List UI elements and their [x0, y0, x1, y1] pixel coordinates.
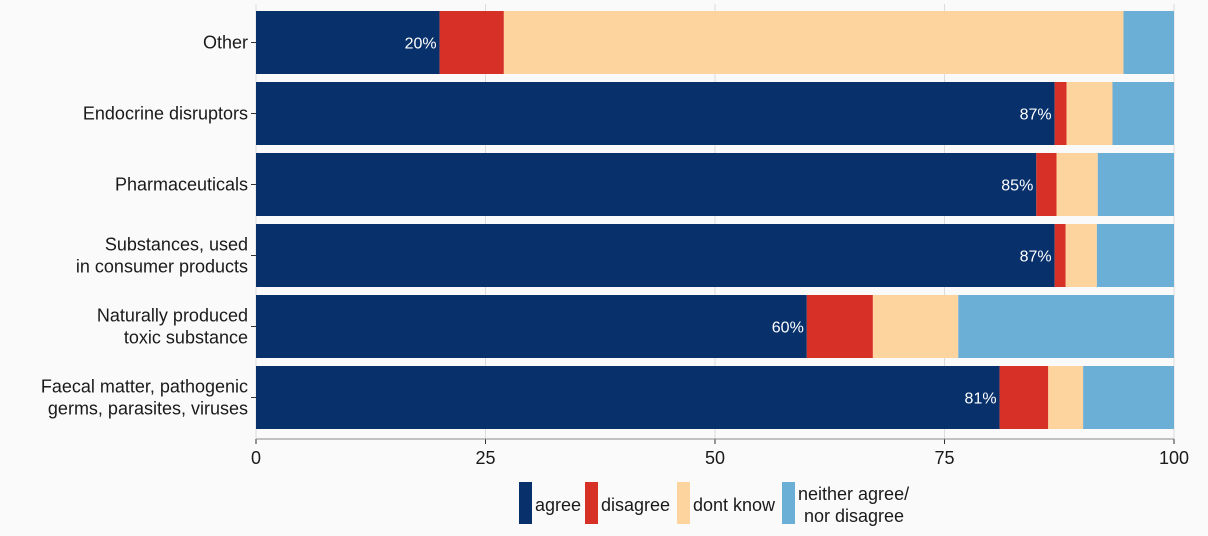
bar-disagree — [1054, 224, 1066, 287]
category-label: Other — [203, 33, 248, 53]
bar-data-label: 87% — [1020, 249, 1052, 266]
bar-neither-agree — [1083, 366, 1174, 429]
bar-neither-agree — [1096, 224, 1174, 287]
bar-disagree — [806, 295, 873, 358]
legend-swatch — [519, 482, 532, 524]
category-label: Endocrine disruptors — [83, 104, 248, 124]
bars: 20% 87% 85% 87% 60% 81% — [256, 11, 1174, 429]
x-tick-label: 25 — [475, 448, 495, 468]
bar-dont-know — [1048, 366, 1084, 429]
bar-agree — [256, 224, 1055, 287]
bar-dont-know — [503, 11, 1124, 74]
category-label: Naturally produced toxic substance — [97, 306, 248, 348]
x-tick-label: 75 — [934, 448, 954, 468]
x-axis: 0 25 50 75 100 — [251, 438, 1189, 468]
legend-label: dont know — [693, 495, 776, 515]
bar-neither-agree — [1112, 82, 1174, 145]
legend-swatch — [585, 482, 598, 524]
bar-data-label: 87% — [1020, 107, 1052, 124]
bar-disagree — [1054, 82, 1067, 145]
bar-agree — [256, 11, 440, 74]
legend-label: disagree — [601, 495, 670, 515]
category-label: Substances, used in consumer products — [76, 235, 248, 277]
legend-swatch — [782, 482, 795, 524]
bar-dont-know — [1056, 153, 1098, 216]
bar-dont-know — [1065, 224, 1097, 287]
bar-neither-agree — [1097, 153, 1174, 216]
bar-agree — [256, 295, 807, 358]
bar-data-label: 85% — [1001, 178, 1033, 195]
bar-dont-know — [872, 295, 959, 358]
legend-swatch — [677, 482, 690, 524]
bar-disagree — [439, 11, 504, 74]
legend-label: agree — [535, 495, 581, 515]
bar-data-label: 20% — [405, 36, 437, 53]
bar-agree — [256, 366, 1000, 429]
bar-agree — [256, 153, 1037, 216]
category-label: Faecal matter, pathogenic germs, parasite… — [41, 377, 248, 419]
bar-disagree — [999, 366, 1049, 429]
bar-neither-agree — [1123, 11, 1174, 74]
category-label: Pharmaceuticals — [115, 175, 248, 195]
legend: agree disagree dont know neither agree/nor … — [519, 482, 909, 526]
bar-agree — [256, 82, 1055, 145]
x-tick-label: 0 — [251, 448, 261, 468]
x-tick-label: 50 — [705, 448, 725, 468]
legend-label: neither agree/nor disagree — [798, 484, 909, 526]
bar-data-label: 81% — [965, 391, 997, 408]
bar-dont-know — [1066, 82, 1113, 145]
bar-neither-agree — [958, 295, 1174, 358]
bar-disagree — [1036, 153, 1057, 216]
x-tick-label: 100 — [1159, 448, 1189, 468]
bar-data-label: 60% — [772, 320, 804, 337]
category-labels: Other Endocrine disruptors Pharmaceuticals… — [41, 33, 256, 419]
